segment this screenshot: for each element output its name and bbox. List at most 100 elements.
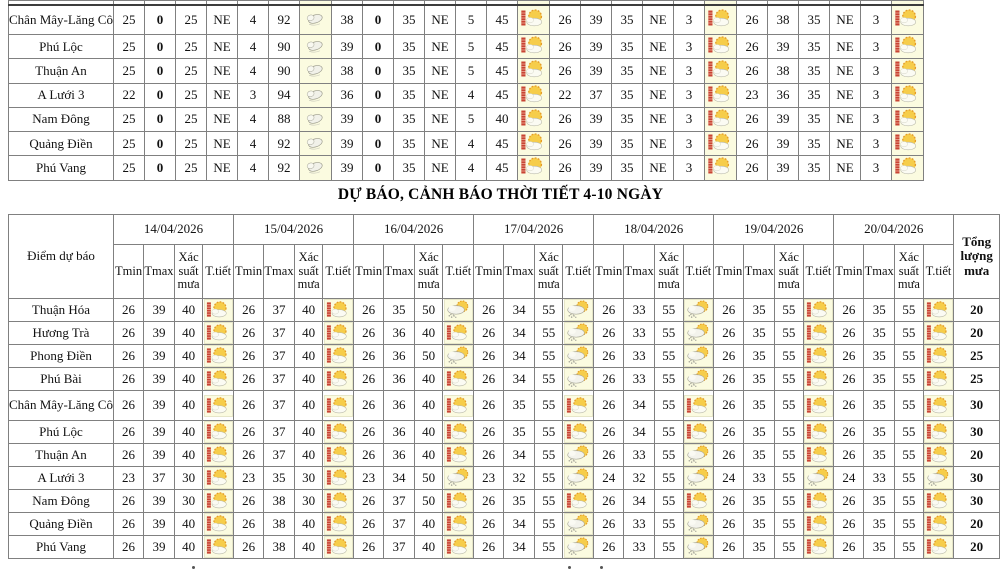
hot-sun-thermometer-icon [924,490,953,512]
tmax-cell: 37 [383,489,415,513]
tmax-cell: 33 [623,512,655,536]
value-cell: 3 [672,131,705,157]
value-cell: 3 [236,82,269,108]
hot-sun-thermometer-icon [804,368,833,390]
tmax-cell: 37 [263,344,295,368]
hot-sun-thermometer-icon [890,131,924,157]
hot-sun-thermometer-icon [323,394,353,417]
hot-sun-thermometer-icon [924,345,953,367]
value-cell: NE [641,106,674,133]
rain-probability-cell: 55 [894,466,924,490]
tmin-cell: 26 [353,390,385,421]
station-name-cell: Thuận An [8,443,114,467]
value-cell: 0 [143,33,176,60]
rain-probability-cell: 55 [654,535,684,559]
value-cell: 4 [454,131,487,157]
sun-behind-cloud-drizzle-icon [684,467,713,489]
cloud-icon [298,131,332,157]
rain-probability-cell: 55 [533,466,564,490]
value-cell: NE [205,131,238,157]
forecast-4-10-day-table: Điểm dự báo 14/04/2026 15/04/2026 16/04/202… [8,214,1000,559]
value-cell: 3 [672,33,705,60]
metric-header-cell: Tmin [473,244,505,299]
value-cell: 4 [236,58,269,84]
weather-icon-cell [682,535,715,559]
weather-icon-cell [922,390,955,421]
value-cell: 3 [672,4,705,35]
forecast-row: Phong Điền 26 39 40 26 37 40 26 36 50 26 34 55 26 33 55… [8,344,1000,368]
metric-header-cell: Xác suất mưa [654,244,684,299]
hot-sun-thermometer-icon [703,82,737,108]
value-cell: 36 [330,82,363,108]
hot-sun-thermometer-icon [323,368,353,390]
value-cell: 3 [859,33,892,60]
hot-sun-thermometer-icon [443,444,473,466]
rain-probability-cell: 55 [894,344,924,368]
value-cell: 39 [330,155,363,181]
hot-sun-thermometer-icon [203,394,233,417]
value-cell: 25 [174,131,207,157]
tmax-cell: 34 [623,489,655,513]
tmax-cell: 35 [863,390,896,421]
value-cell: NE [423,58,456,84]
forecast-row: Phú Vang 26 39 40 26 38 40 26 37 40 26 34 55 26 33 55 26… [8,535,1000,559]
tmin-cell: 26 [713,321,745,345]
weather-icon-cell [562,367,595,391]
tmin-cell: 26 [833,420,865,444]
tmin-cell: 26 [353,489,385,513]
tmax-cell: 33 [623,443,655,467]
total-rain-cell: 25 [953,367,1000,391]
metric-header-cell: Xác suất mưa [413,244,444,299]
value-cell: 3 [859,4,892,35]
tmin-cell: 26 [112,420,145,444]
rain-probability-cell: 55 [654,443,684,467]
value-cell: 35 [392,33,425,60]
hot-sun-thermometer-icon [804,490,833,512]
value-cell: 26 [735,106,768,133]
value-cell: NE [641,58,674,84]
weather-icon-cell [802,489,835,513]
value-cell: 3 [672,82,705,108]
value-cell: NE [641,4,674,35]
value-cell: NE [205,33,238,60]
rain-probability-cell: 40 [173,535,204,559]
weather-icon-cell [322,466,355,490]
tmin-cell: 26 [713,298,745,322]
tmin-cell: 26 [233,535,265,559]
sun-behind-cloud-drizzle-icon [563,536,593,558]
value-cell: 39 [579,4,612,35]
tmin-cell: 26 [473,535,505,559]
station-name-cell: Phú Bài [8,367,114,391]
rain-probability-cell: 55 [533,390,564,421]
rain-probability-cell: 50 [413,489,444,513]
tmin-cell: 26 [353,298,385,322]
weather-icon-cell [922,535,955,559]
tmin-cell: 24 [833,466,865,490]
tmax-cell: 32 [623,466,655,490]
value-cell: 3 [859,58,892,84]
value-cell: 35 [797,131,830,157]
rain-probability-cell: 55 [533,420,564,444]
tmin-cell: 26 [353,512,385,536]
value-cell: 38 [766,4,799,35]
tmin-cell: 26 [473,298,505,322]
tmin-cell: 26 [593,367,625,391]
hot-sun-thermometer-icon [890,82,924,108]
metric-header-cell: Xác suất mưa [293,244,324,299]
weather-icon-cell [922,466,955,490]
tmin-cell: 26 [473,443,505,467]
value-cell: NE [423,131,456,157]
tmax-cell: 37 [263,390,295,421]
tmax-cell: 34 [503,298,535,322]
rain-probability-cell: 40 [173,298,204,322]
value-cell: 3 [672,106,705,133]
value-cell: 39 [579,155,612,181]
hot-sun-thermometer-icon [516,106,550,133]
weather-icon-cell [202,443,235,467]
value-cell: 3 [859,155,892,181]
value-cell: 4 [454,155,487,181]
tmax-cell: 39 [143,512,175,536]
tmin-cell: 26 [713,535,745,559]
value-cell: 35 [797,106,830,133]
value-cell: 45 [485,4,518,35]
